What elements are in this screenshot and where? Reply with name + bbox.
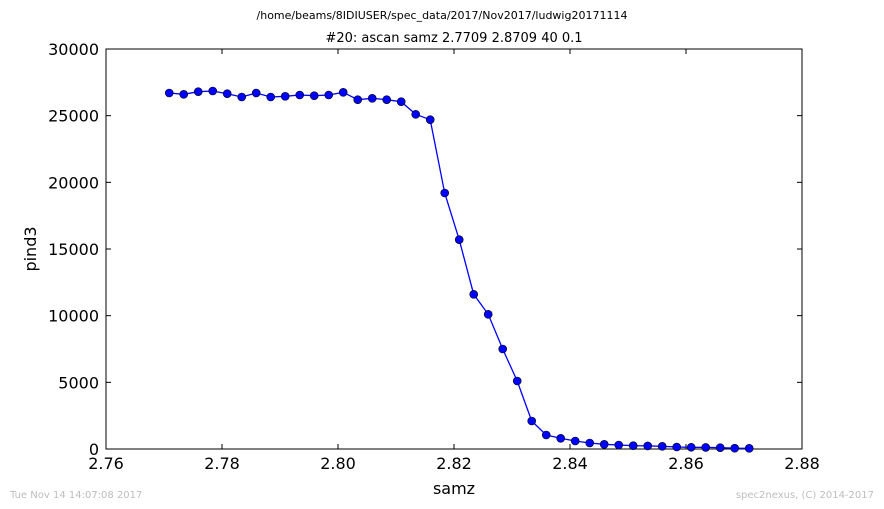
data-point [454,235,464,244]
y-tick-label: 30000 [48,40,99,59]
data-point [411,110,421,119]
plot-area [105,48,803,450]
data-point [585,438,595,448]
data-point [541,430,551,440]
x-tick-label: 2.86 [668,454,704,473]
chart-title: #20: ascan samz 2.7709 2.8709 40 0.1 [325,31,582,46]
x-tick-label: 2.88 [784,454,820,473]
data-point [367,94,377,103]
footer-credit: spec2nexus, (C) 2014-2017 [736,490,874,501]
x-tick-label: 2.78 [204,454,240,473]
series-pind3 [164,86,754,453]
data-point [295,90,305,100]
data-point [266,92,276,102]
x-axis: 2.76 2.78 2.80 2.82 2.84 2.86 2.88 [88,49,820,473]
file-path: /home/beams/8IDIUSER/spec_data/2017/Nov2… [257,9,628,22]
data-point [382,95,392,104]
data-point [498,344,508,354]
data-point [744,444,754,453]
x-tick-label: 2.84 [552,454,588,473]
data-point [686,442,696,452]
data-point [222,89,232,98]
y-tick-label: 10000 [48,307,99,326]
data-point [614,440,624,450]
y-tick-label: 0 [89,440,99,459]
data-point [208,86,218,96]
data-point [251,88,261,98]
data-point [730,443,740,453]
data-point [657,442,667,451]
data-point [715,443,725,452]
data-point [469,290,479,299]
y-tick-label: 15000 [48,240,99,259]
data-point [556,434,566,443]
y-axis-label: pind3 [21,226,40,271]
data-point [193,87,203,96]
data-point [179,90,189,99]
footer-timestamp: Tue Nov 14 14:07:08 2017 [9,490,142,501]
data-point [527,416,537,426]
x-tick-label: 2.76 [88,454,124,473]
y-tick-label: 25000 [48,107,99,126]
y-axis: 0 5000 10000 15000 20000 25000 30000 [48,40,802,459]
data-point [164,88,174,98]
data-point [425,115,435,124]
data-point [628,441,638,450]
x-tick-label: 2.82 [436,454,472,473]
data-point [512,376,522,386]
data-point [672,442,682,452]
data-point [309,91,319,100]
x-axis-label: samz [433,479,475,498]
x-tick-label: 2.80 [320,454,356,473]
data-point [599,440,609,449]
data-point [396,97,406,106]
data-point [440,188,450,198]
data-point [338,88,348,97]
data-point [324,90,334,100]
y-tick-label: 20000 [48,173,99,192]
data-point [570,436,580,446]
data-point [643,441,653,451]
data-point [237,92,247,102]
y-tick-label: 5000 [58,373,99,392]
data-point [280,92,290,101]
data-point [483,310,493,319]
data-point [701,443,711,452]
data-point [353,95,363,104]
